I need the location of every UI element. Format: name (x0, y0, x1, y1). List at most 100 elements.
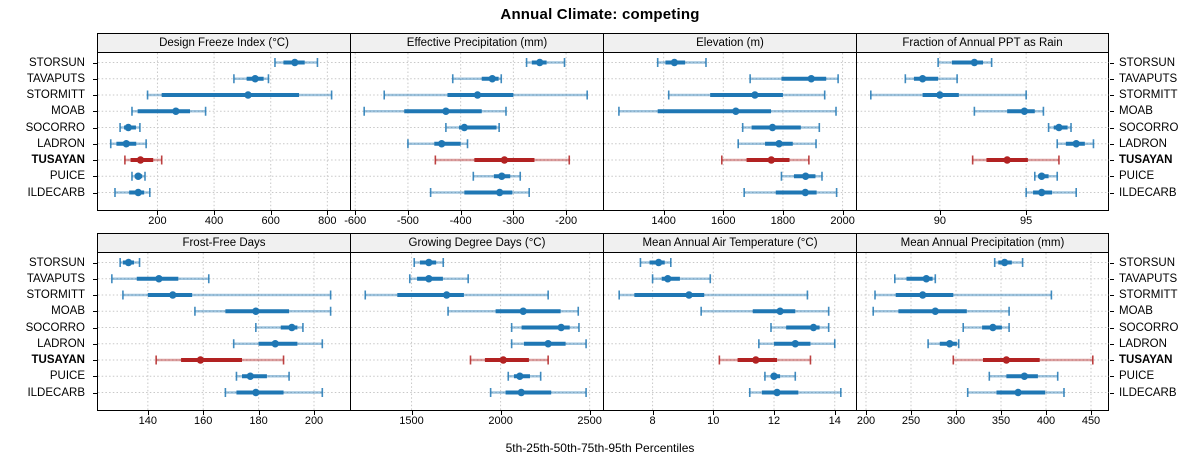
row-tick (1110, 327, 1114, 329)
percentiles-caption: 5th-25th-50th-75th-95th Percentiles (505, 441, 695, 455)
median-dot (460, 123, 469, 132)
site-label-moab: MOAB (51, 305, 85, 318)
median-dot (775, 140, 783, 148)
axis-tick-label: -500 (396, 215, 419, 227)
axis-tick (147, 411, 149, 415)
row-tick (93, 111, 97, 113)
median-dot (134, 172, 142, 180)
median-dot (1014, 388, 1022, 397)
median-dot (155, 275, 163, 283)
row-tick (1110, 278, 1114, 280)
row-tick (93, 360, 97, 361)
median-dot (654, 258, 663, 267)
site-label-puice: PUICE (49, 170, 85, 183)
axis-tick-label: 12 (767, 415, 781, 427)
axis-tick (270, 211, 272, 215)
median-dot (752, 356, 760, 364)
panel-plot-mean-annual-precipitation-mm (857, 253, 1109, 410)
site-label-puice: PUICE (1119, 170, 1155, 183)
panel-mean-annual-air-temperature-c: Mean Annual Air Temperature (°C) (603, 233, 856, 411)
site-label-socorro: SOCORRO (25, 321, 85, 334)
axis-tick (314, 411, 315, 415)
site-label-tavaputs: TAVAPUTS (26, 272, 85, 285)
axis-tick (1026, 211, 1028, 215)
axis-tick (663, 211, 665, 215)
row-tick (1110, 376, 1114, 378)
panel-plot-design-freeze-index-c (98, 53, 350, 210)
axis-tick-label: 2000 (488, 415, 513, 427)
panel-plot-growing-degree-days-c (351, 253, 603, 410)
median-dot (664, 275, 672, 283)
axis-tick-label: 300 (946, 415, 966, 427)
site-label-socorro: SOCORRO (1119, 121, 1179, 134)
row-tick (93, 327, 97, 329)
median-dot (1037, 172, 1046, 180)
site-label-column-right: STORSUN TAVAPUTS STORMITT MOAB SOCORRO LADRON… (1110, 253, 1200, 410)
axis-tick (774, 411, 776, 415)
axis-tick-label: 2000 (830, 215, 855, 227)
site-label-stormitt: STORMITT (1119, 289, 1178, 301)
axis-strip-effective-precipitation-mm: -600 -500 -400 -300 -200 (344, 211, 603, 229)
median-dot (252, 307, 260, 315)
axis-tick-label: 200 (856, 415, 876, 427)
median-dot (922, 275, 930, 283)
panel-plot-fraction-of-annual-ppt-as-rain (857, 53, 1109, 210)
axis-tick-label: 10 (707, 415, 720, 427)
median-dot (1002, 356, 1011, 364)
median-dot (732, 107, 740, 115)
axis-tick (956, 411, 957, 415)
axis-tick-label: 160 (194, 415, 213, 427)
row-tick (93, 95, 97, 96)
axis-tick-label: 1800 (770, 215, 796, 227)
site-label-ildecarb: ILDECARB (27, 386, 85, 399)
panel-effective-precipitation-mm: Effective Precipitation (mm) (350, 33, 603, 211)
site-label-ladron: LADRON (1119, 137, 1167, 150)
axis-tick (214, 211, 216, 215)
site-label-ildecarb: ILDECARB (1119, 186, 1177, 199)
site-label-stormitt: STORMITT (1119, 89, 1178, 101)
median-dot (172, 107, 180, 115)
site-label-stormitt: STORMITT (26, 289, 85, 301)
median-dot (169, 291, 177, 299)
median-dot (136, 156, 145, 164)
row-tick (93, 62, 97, 64)
median-dot (252, 388, 260, 397)
axis-tick (1001, 411, 1002, 415)
median-dot (801, 172, 810, 180)
axis-tick-label: 450 (1081, 415, 1101, 427)
axis-tick (513, 211, 515, 215)
axis-tick (327, 211, 329, 215)
panel-header-design-freeze-index-c: Design Freeze Index (°C) (98, 34, 350, 53)
axis-tick (834, 411, 836, 415)
site-label-moab: MOAB (51, 105, 85, 118)
site-label-puice: PUICE (1119, 370, 1155, 383)
median-dot (1037, 188, 1046, 197)
axis-tick-label: 200 (148, 215, 167, 227)
axis-tick (407, 211, 409, 215)
row-tick (1110, 392, 1114, 394)
site-label-storsun: STORSUN (28, 256, 85, 269)
axis-strip-elevation-m: 1400 1600 1800 2000 (603, 211, 856, 229)
row-tick (1110, 111, 1114, 113)
row-tick (93, 78, 97, 80)
axis-tick-label: 14 (828, 415, 841, 427)
panel-mean-annual-precipitation-mm: Mean Annual Precipitation (mm) (856, 233, 1109, 411)
row-tick (1110, 160, 1114, 161)
median-dot (919, 291, 927, 299)
median-dot (536, 58, 544, 67)
axis-tick-label: 400 (1036, 415, 1056, 427)
axis-strip-growing-degree-days-c: 1500 2000 2500 (350, 411, 603, 429)
site-label-column-left: STORSUN TAVAPUTS STORMITT MOAB SOCORRO LADRON… (0, 253, 97, 410)
median-dot (134, 188, 142, 197)
axis-tick (866, 411, 867, 415)
site-label-storsun: STORSUN (1119, 256, 1176, 269)
median-dot (425, 275, 433, 283)
axis-strip-mean-annual-precipitation-mm: 200 250 300 350 400 450 (856, 411, 1109, 429)
row-tick (1110, 311, 1114, 313)
panel-elevation-m: Elevation (m) (603, 33, 856, 211)
median-dot (946, 340, 954, 348)
row-tick (1110, 176, 1114, 178)
row-tick (1110, 360, 1114, 361)
row-tick (93, 160, 97, 161)
site-label-tusayan: TUSAYAN (1119, 154, 1173, 166)
